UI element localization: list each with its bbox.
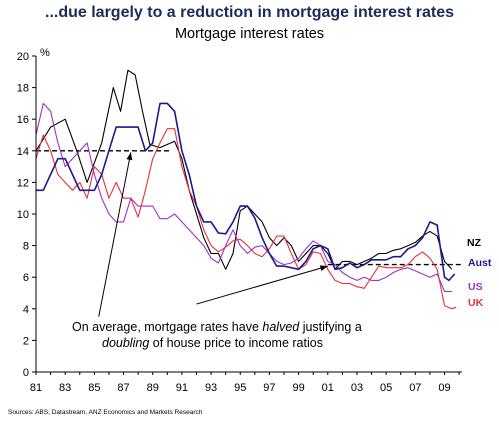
x-tick-label: 97: [263, 382, 275, 394]
x-tick-label: 95: [234, 382, 246, 394]
x-tick-label: 81: [30, 382, 42, 394]
y-tick-label: 8: [23, 241, 29, 253]
x-tick-label: 87: [117, 382, 129, 394]
series-label-us: US: [468, 281, 483, 293]
x-tick-label: 01: [322, 382, 334, 394]
annotation-arrow-shaft: [98, 152, 132, 317]
y-tick-label: 14: [17, 146, 29, 158]
y-tick-label: 16: [17, 114, 29, 126]
y-tick-label: 2: [23, 335, 29, 347]
y-axis-unit-label: %: [40, 47, 50, 59]
x-tick-label: 83: [59, 382, 71, 394]
annotation-line-2: doubling of house price to income ratios: [102, 336, 323, 350]
x-tick-label: 85: [88, 382, 100, 394]
annotation-arrow-head: [126, 152, 133, 161]
y-tick-label: 6: [23, 272, 29, 284]
x-tick-label: 89: [147, 382, 159, 394]
series-label-aust: Aust: [468, 257, 492, 269]
series-label-uk: UK: [468, 297, 484, 309]
series-label-nz: NZ: [467, 237, 482, 249]
x-tick-label: 09: [438, 382, 450, 394]
y-tick-label: 12: [17, 177, 29, 189]
y-tick-label: 20: [17, 51, 29, 63]
x-tick-label: 05: [380, 382, 392, 394]
y-tick-label: 10: [17, 209, 29, 221]
x-tick-label: 03: [351, 382, 363, 394]
annotation-line-1: On average, mortgage rates have halved j…: [72, 320, 362, 334]
headline: ...due largely to a reduction in mortgag…: [45, 4, 454, 21]
series-line-uk: [35, 128, 457, 310]
chart-title: Mortgage interest rates: [174, 26, 325, 42]
x-tick-label: 93: [205, 382, 217, 394]
y-tick-label: 18: [17, 83, 29, 95]
series-line-aust: [36, 102, 456, 282]
annotation-arrow-shaft: [196, 265, 328, 305]
x-tick-label: 07: [409, 382, 421, 394]
annotation-arrow-head: [319, 265, 328, 272]
y-tick-label: 0: [23, 367, 29, 379]
series-line-nz: [35, 69, 453, 270]
x-tick-label: 99: [292, 382, 304, 394]
x-tick-label: 91: [176, 382, 188, 394]
series-line-us: [35, 102, 452, 292]
y-tick-label: 4: [23, 304, 29, 316]
source-note: Sources: ABS, Datastream, ANZ Economics …: [8, 409, 203, 416]
